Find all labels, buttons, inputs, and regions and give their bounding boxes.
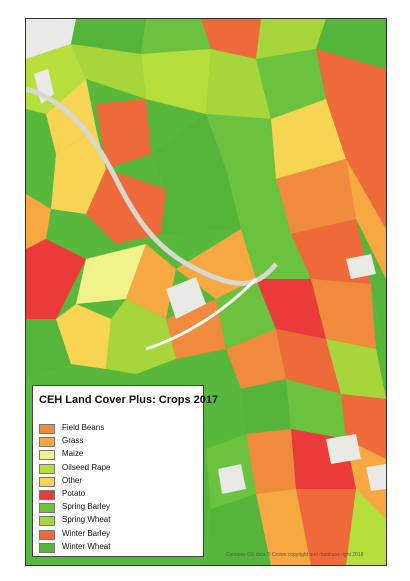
legend-label: Other bbox=[62, 475, 83, 485]
legend-label: Spring Wheat bbox=[62, 515, 111, 525]
crop-map[interactable] bbox=[26, 19, 386, 565]
legend-title: CEH Land Cover Plus: Crops 2017 bbox=[39, 394, 219, 406]
attribution-text: Contains OS data © Crown copyright and d… bbox=[226, 552, 364, 558]
field-parcels bbox=[26, 19, 386, 565]
legend-swatch bbox=[39, 516, 55, 527]
legend-label: Maize bbox=[62, 449, 84, 459]
road bbox=[26, 86, 278, 286]
legend-label: Winter Wheat bbox=[62, 541, 111, 551]
map-legend: CEH Land Cover Plus: Crops 2017 Field Be… bbox=[32, 385, 218, 557]
legend-label: Field Beans bbox=[62, 423, 105, 432]
legend-swatch bbox=[39, 450, 55, 461]
legend-swatch bbox=[39, 463, 55, 474]
legend-label: Grass bbox=[62, 436, 84, 446]
road bbox=[145, 277, 258, 351]
legend-swatch bbox=[39, 529, 55, 540]
legend-label: Spring Barley bbox=[62, 502, 111, 512]
legend-swatch bbox=[39, 542, 55, 553]
legend-swatch bbox=[39, 490, 55, 500]
legend-label: Winter Barley bbox=[62, 528, 111, 538]
map-frame[interactable]: CEH Land Cover Plus: Crops 2017 Field Be… bbox=[25, 18, 387, 566]
legend-label: Potato bbox=[62, 489, 86, 498]
legend-swatch bbox=[39, 476, 55, 487]
legend-swatch bbox=[39, 503, 55, 514]
legend-label: Oilseed Rape bbox=[62, 462, 111, 472]
legend-swatch bbox=[39, 424, 55, 434]
legend-swatch bbox=[39, 437, 55, 448]
settlements bbox=[34, 69, 386, 494]
